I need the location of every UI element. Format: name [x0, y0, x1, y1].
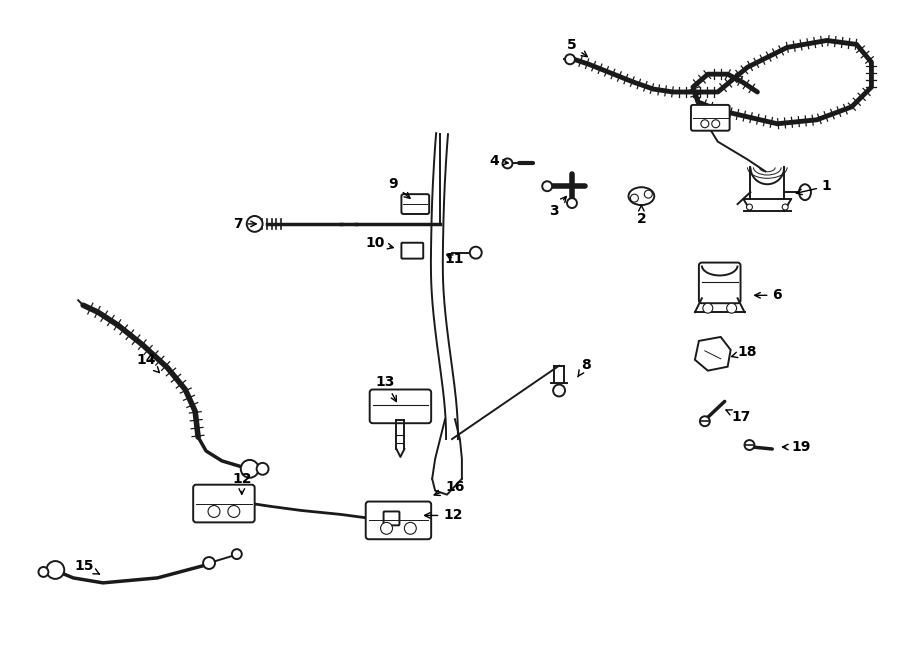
FancyBboxPatch shape: [691, 105, 730, 131]
Text: 15: 15: [75, 559, 99, 574]
Ellipse shape: [628, 187, 654, 205]
Text: 12: 12: [425, 508, 463, 522]
Text: 2: 2: [636, 206, 646, 226]
Circle shape: [644, 190, 652, 198]
Circle shape: [726, 303, 736, 313]
Text: 17: 17: [726, 410, 752, 424]
Circle shape: [381, 522, 392, 534]
Circle shape: [241, 460, 258, 478]
Circle shape: [782, 204, 788, 210]
FancyBboxPatch shape: [699, 262, 741, 303]
Circle shape: [565, 54, 575, 64]
Text: 6: 6: [755, 288, 782, 302]
FancyBboxPatch shape: [401, 194, 429, 214]
Circle shape: [39, 567, 49, 577]
Text: 16: 16: [434, 480, 464, 496]
Text: 12: 12: [232, 472, 251, 494]
Text: 5: 5: [567, 38, 588, 57]
Text: 18: 18: [732, 345, 757, 359]
Circle shape: [502, 159, 512, 169]
Circle shape: [542, 181, 552, 191]
Circle shape: [232, 549, 242, 559]
FancyBboxPatch shape: [365, 502, 431, 539]
Circle shape: [247, 216, 263, 232]
Text: 13: 13: [376, 375, 396, 402]
Text: 19: 19: [783, 440, 811, 454]
FancyBboxPatch shape: [383, 512, 400, 525]
Circle shape: [744, 440, 754, 450]
Circle shape: [256, 463, 268, 475]
Ellipse shape: [799, 184, 811, 200]
Circle shape: [228, 506, 239, 518]
Polygon shape: [695, 337, 731, 371]
Text: 14: 14: [137, 353, 159, 373]
Circle shape: [746, 204, 752, 210]
Circle shape: [554, 385, 565, 397]
Circle shape: [404, 522, 417, 534]
Text: 10: 10: [365, 236, 393, 250]
FancyBboxPatch shape: [194, 485, 255, 522]
Text: 8: 8: [578, 358, 590, 377]
Circle shape: [470, 247, 482, 258]
Text: 4: 4: [490, 155, 508, 169]
Circle shape: [701, 120, 709, 128]
Text: 11: 11: [445, 252, 464, 266]
Text: 9: 9: [389, 177, 410, 198]
Text: 3: 3: [549, 196, 566, 218]
Circle shape: [203, 557, 215, 569]
Text: 1: 1: [796, 179, 832, 194]
Text: 7: 7: [233, 217, 256, 231]
Circle shape: [567, 198, 577, 208]
FancyBboxPatch shape: [401, 243, 423, 258]
Circle shape: [47, 561, 64, 579]
Circle shape: [712, 120, 720, 128]
Circle shape: [631, 194, 638, 202]
Circle shape: [703, 303, 713, 313]
Circle shape: [700, 416, 710, 426]
FancyBboxPatch shape: [370, 389, 431, 423]
Circle shape: [208, 506, 220, 518]
